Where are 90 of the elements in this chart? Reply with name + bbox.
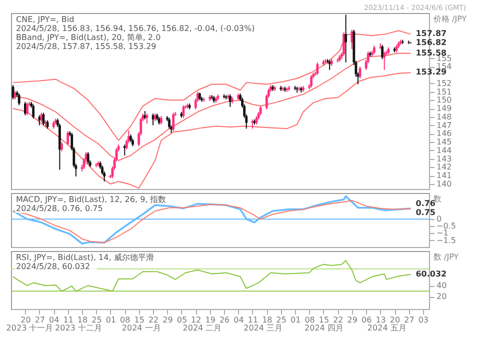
x2-tick-label: 2024 二月 [182, 324, 222, 332]
y-tick-label: 144 [436, 146, 452, 155]
x-tick-label: 25 [276, 316, 286, 324]
candlestick [168, 117, 170, 130]
x-tick-label: 04 [234, 316, 244, 324]
y-tick-label: 20 [436, 292, 447, 302]
y-axis-title: 数 /JPY [434, 252, 459, 262]
x-tick-label: 15 [134, 316, 144, 324]
x-tick-label: 29 [347, 316, 358, 324]
x-tick-label: 06 [362, 316, 372, 324]
candlestick [40, 112, 43, 122]
annotation: 156.82 [416, 38, 447, 48]
x-tick-label: 08 [304, 316, 315, 324]
y-tick-label: 150 [436, 96, 452, 105]
x2-tick-label: 2023 十二月 [55, 324, 102, 332]
annotation: RSI, JPY=, Bid(Last), 14, 威尔德平滑 [16, 253, 154, 262]
x-tick-label: 11 [248, 316, 258, 324]
y-tick-label: −1.5 [436, 236, 456, 245]
x-tick-label: 27 [34, 316, 45, 324]
annotation: MACD, JPY=, Bid(Last), 12, 26, 9, 指数 [16, 195, 166, 204]
y-tick-label: 141 [436, 171, 452, 180]
annotation: CNE, JPY=, Bid [16, 15, 74, 24]
annotation: 2024/5/28, 60.032 [16, 262, 90, 271]
annotation: 2024/5/28, 156.83, 156.94, 156.76, 156.82, -0.04, (-0.03%) [16, 24, 255, 33]
x2-tick-label: 2024 四月 [304, 324, 344, 332]
candlestick [344, 14, 348, 63]
y-tick-label: −0.5 [436, 222, 456, 231]
candlestick [259, 106, 262, 116]
x-tick-label: 11 [63, 316, 74, 324]
y-tick-label: 152 [436, 78, 452, 88]
y-tick-label: 147 [436, 120, 452, 130]
y-axis-title: 数 [434, 194, 442, 204]
x-tick-label: 18 [77, 316, 88, 324]
annotation: 2024/5/28, 157.87, 155.58, 153.29 [16, 42, 156, 51]
y-tick-label: 142 [436, 162, 452, 172]
y-tick-label: 145 [436, 138, 452, 147]
x2-tick-label: 2024 一月 [122, 324, 161, 332]
x-tick-label: 08 [120, 316, 130, 324]
x-tick-label: 20 [20, 316, 31, 324]
x-tick-label: 03 [418, 316, 429, 324]
candlestick [383, 51, 386, 70]
y-tick-label: 146 [436, 129, 452, 138]
y-tick-label: 143 [436, 154, 452, 164]
annotation: 60.032 [416, 269, 447, 278]
x-tick-label: 25 [92, 316, 102, 324]
candlestick [381, 44, 384, 60]
candlestick [316, 62, 319, 76]
y-tick-label: 0 [436, 214, 442, 224]
x2-tick-label: 2023 十一月 [6, 324, 54, 332]
candlestick [32, 104, 35, 120]
y-tick-label: −1 [436, 228, 448, 238]
x-tick-label: 22 [333, 316, 344, 324]
x2-tick-label: 2024 三月 [244, 324, 283, 332]
x-tick-label: 01 [106, 316, 116, 324]
candlestick [408, 40, 410, 45]
x-tick-label: 29 [162, 316, 173, 324]
annotation: BBand, JPY=, Bid(Last), 20, 简单, 2.0 [16, 33, 161, 42]
candlestick [152, 113, 154, 126]
x-tick-label: 13 [376, 316, 386, 324]
x-tick-label: 01 [290, 316, 301, 324]
candlestick [342, 32, 345, 56]
x-tick-label: 27 [404, 316, 414, 324]
y-axis-title: 价格 /JPY [432, 14, 467, 24]
x-tick-label: 04 [49, 316, 60, 324]
candlestick [18, 92, 20, 106]
y-tick-label: 151 [436, 87, 452, 96]
candlestick [60, 142, 63, 152]
annotation: 157.87 [416, 29, 447, 38]
x-tick-label: 20 [390, 316, 400, 324]
y-tick-label: 140 [436, 179, 452, 188]
x-tick-label: 22 [148, 316, 159, 324]
x-tick-label: 05 [176, 316, 188, 324]
y-tick-label: 40 [436, 281, 447, 290]
x-tick-label: 18 [262, 316, 272, 324]
annotation: 0.75 [416, 208, 436, 218]
candlestick [146, 113, 148, 124]
y-tick-label: 149 [436, 104, 452, 114]
x2-tick-label: 2024 五月 [367, 324, 406, 332]
x-tick-label: 19 [205, 316, 216, 324]
line-series [12, 30, 412, 141]
x-tick-label: 15 [318, 316, 330, 324]
candlestick [86, 152, 90, 164]
x-tick-label: 12 [191, 316, 202, 324]
line-series [12, 72, 412, 189]
annotation: 155.58 [416, 48, 448, 58]
annotation: 2024/5/28, 0.76, 0.75 [16, 204, 103, 213]
y-tick-label: 148 [436, 112, 452, 122]
x-tick-label: 26 [219, 316, 230, 324]
candlestick [310, 74, 313, 88]
candlestick [26, 102, 28, 116]
